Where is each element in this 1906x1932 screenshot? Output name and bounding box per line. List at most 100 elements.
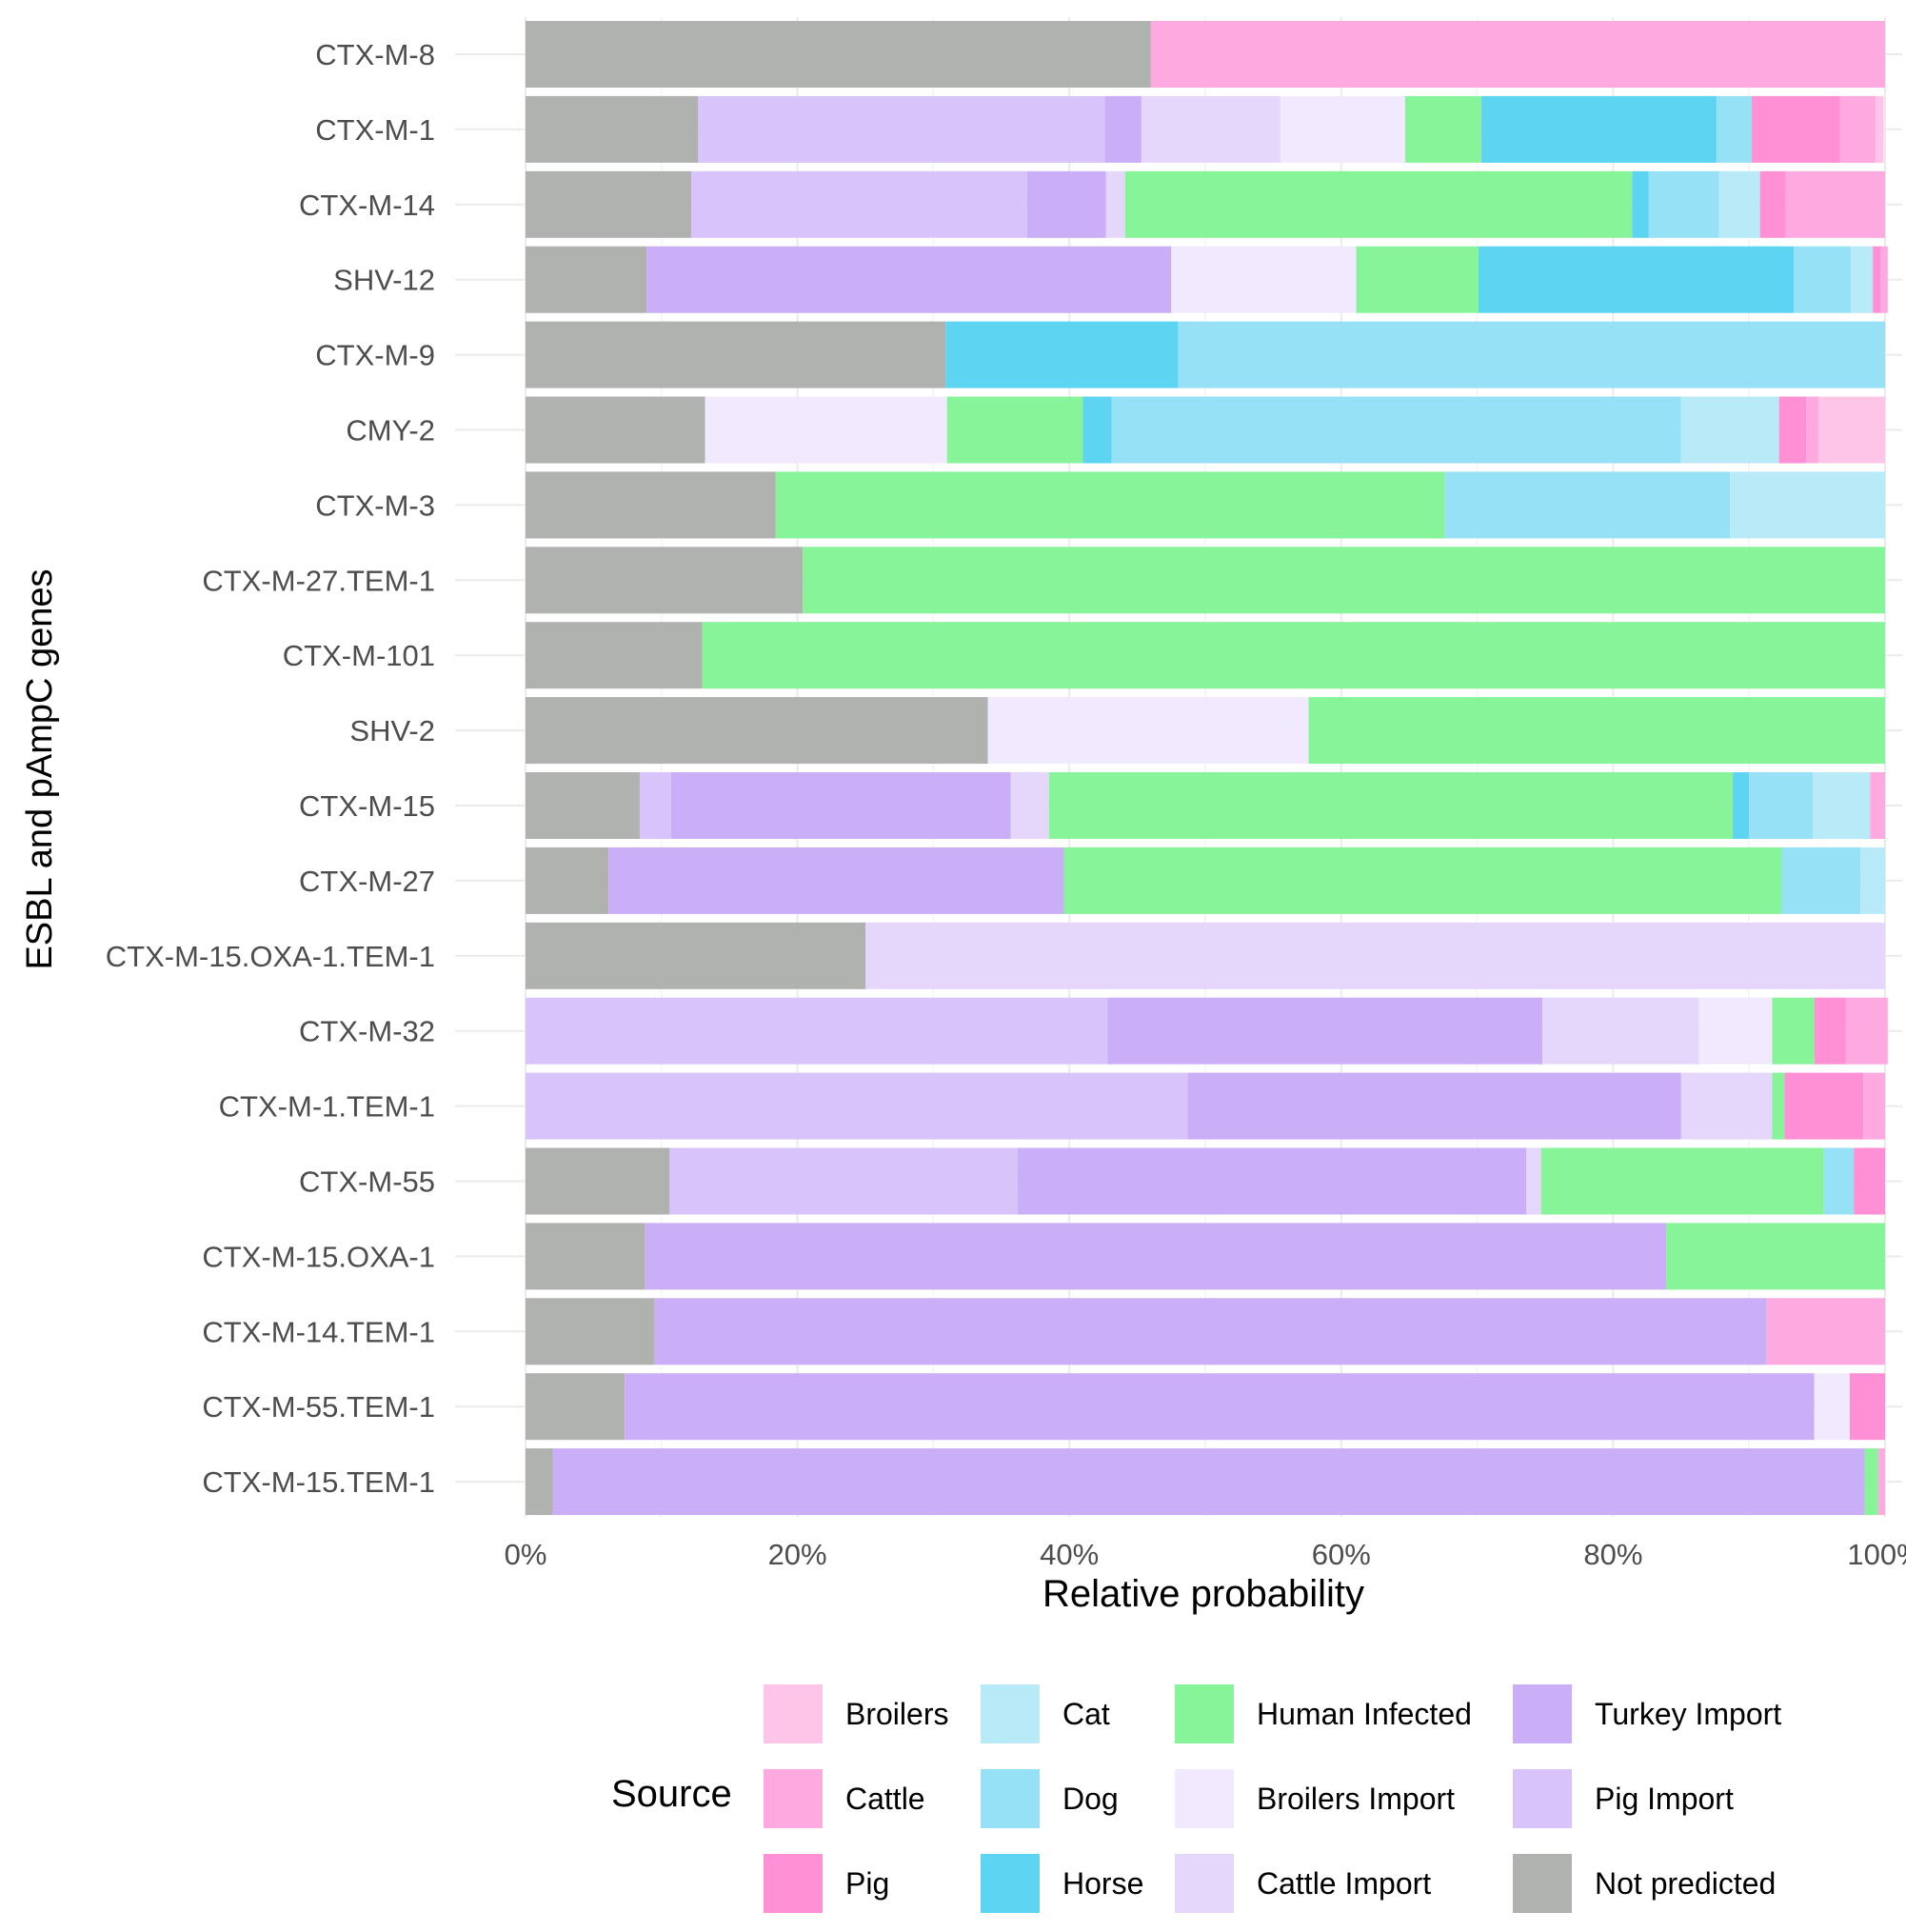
x-tick-label: 40% bbox=[1040, 1538, 1099, 1571]
x-tick-label: 100% bbox=[1847, 1538, 1906, 1571]
legend-item: Dog bbox=[981, 1769, 1119, 1828]
bar-segment bbox=[526, 772, 640, 839]
legend-label: Broilers bbox=[845, 1697, 948, 1731]
bar-segment bbox=[526, 846, 609, 914]
x-tick-labels: 0% 20% 40% 60% 80% 100% bbox=[505, 1538, 1906, 1571]
bar-segment bbox=[1813, 772, 1871, 839]
legend-item: Not predicted bbox=[1513, 1854, 1776, 1913]
bar-row bbox=[526, 321, 1885, 388]
y-tick-label: CTX-M-55.TEM-1 bbox=[202, 1390, 435, 1424]
legend-swatch bbox=[981, 1854, 1040, 1913]
y-tick-label: CTX-M-15.OXA-1.TEM-1 bbox=[106, 940, 435, 973]
bar-segment bbox=[526, 21, 1151, 88]
y-tick-label: CTX-M-14 bbox=[299, 189, 435, 222]
y-tick-label: CTX-M-8 bbox=[315, 38, 435, 71]
bar-segment bbox=[1542, 997, 1699, 1065]
bar-row bbox=[526, 622, 1885, 689]
legend-swatch bbox=[764, 1684, 823, 1743]
legend-swatch bbox=[1175, 1854, 1234, 1913]
bar-segment bbox=[1851, 246, 1874, 313]
bar-segment bbox=[1698, 997, 1773, 1065]
y-tick-label: CTX-M-27.TEM-1 bbox=[202, 564, 435, 597]
bar-segment bbox=[1404, 95, 1481, 163]
y-tick-label: CTX-M-15.OXA-1 bbox=[202, 1240, 435, 1273]
bar-segment bbox=[1141, 95, 1281, 163]
y-tick-label: CTX-M-27 bbox=[299, 865, 435, 898]
legend-swatch bbox=[981, 1769, 1040, 1828]
bar-segment bbox=[865, 922, 1885, 989]
bar-segment bbox=[1104, 95, 1142, 163]
bar-segment bbox=[639, 772, 671, 839]
bar-segment bbox=[1017, 1147, 1527, 1215]
bar-row bbox=[526, 697, 1885, 765]
y-tick-label: CTX-M-55 bbox=[299, 1165, 435, 1199]
bar-row bbox=[526, 846, 1885, 914]
bar-row bbox=[526, 1072, 1885, 1140]
bar-segment bbox=[987, 697, 1309, 765]
bar-segment bbox=[1873, 246, 1881, 313]
bar-row bbox=[526, 772, 1885, 839]
legend-swatch bbox=[1513, 1769, 1572, 1828]
legend-title: Source bbox=[611, 1773, 732, 1815]
bar-segment bbox=[1150, 21, 1885, 88]
bar-row bbox=[526, 1223, 1885, 1290]
bar-segment bbox=[1749, 772, 1814, 839]
bar-segment bbox=[1178, 321, 1885, 388]
bar-row bbox=[526, 1373, 1885, 1441]
legend-label: Broilers Import bbox=[1257, 1782, 1455, 1816]
bar-segment bbox=[1666, 1223, 1885, 1290]
bar-segment bbox=[552, 1448, 1865, 1516]
x-axis-title: Relative probability bbox=[1042, 1573, 1364, 1615]
x-tick-label: 80% bbox=[1583, 1538, 1642, 1571]
bar-segment bbox=[1849, 1373, 1885, 1441]
bar-segment bbox=[526, 396, 705, 464]
bar-segment bbox=[803, 547, 1885, 614]
legend-item: Pig Import bbox=[1513, 1769, 1734, 1828]
bar-row bbox=[526, 471, 1885, 539]
bar-segment bbox=[1845, 997, 1888, 1065]
legend-label: Human Infected bbox=[1257, 1697, 1472, 1731]
legend-item: Pig bbox=[764, 1854, 889, 1913]
bar-segment bbox=[526, 321, 946, 388]
bar-segment bbox=[1784, 1072, 1864, 1140]
bar-segment bbox=[1680, 1072, 1773, 1140]
y-tick-label: SHV-2 bbox=[349, 714, 435, 747]
bar-segment bbox=[1814, 1373, 1850, 1441]
legend-item: Turkey Import bbox=[1513, 1684, 1781, 1743]
legend-item: Cattle Import bbox=[1175, 1854, 1431, 1913]
bar-segment bbox=[1733, 772, 1750, 839]
bar-segment bbox=[945, 321, 1179, 388]
bar-segment bbox=[1877, 1448, 1885, 1516]
bar-segment bbox=[1781, 846, 1861, 914]
bar-segment bbox=[1818, 396, 1885, 464]
bar-segment bbox=[1124, 170, 1633, 238]
legend-label: Cat bbox=[1062, 1697, 1110, 1731]
y-tick-label: CTX-M-1.TEM-1 bbox=[219, 1090, 435, 1124]
bar-segment bbox=[646, 246, 1172, 313]
bar-segment bbox=[1718, 170, 1760, 238]
bar-segment bbox=[526, 471, 776, 539]
legend-label: Turkey Import bbox=[1595, 1697, 1781, 1731]
bar-segment bbox=[1082, 396, 1112, 464]
legend-label: Not predicted bbox=[1595, 1866, 1776, 1901]
bar-segment bbox=[705, 396, 947, 464]
bar-row bbox=[526, 396, 1885, 464]
bar-segment bbox=[526, 1223, 645, 1290]
legend-label: Cattle bbox=[845, 1782, 925, 1816]
bar-segment bbox=[526, 547, 804, 614]
bar-segment bbox=[1444, 471, 1731, 539]
bar-segment bbox=[1752, 95, 1840, 163]
y-tick-label: CTX-M-101 bbox=[283, 639, 435, 672]
legend-swatch bbox=[764, 1769, 823, 1828]
bar-segment bbox=[946, 396, 1083, 464]
bar-segment bbox=[1010, 772, 1049, 839]
y-tick-label: CTX-M-3 bbox=[315, 488, 435, 522]
legend: Source Broilers Cattle Pig Cat Dog Horse Human… bbox=[611, 1684, 1781, 1913]
legend-swatch bbox=[1513, 1854, 1572, 1913]
x-tick-label: 20% bbox=[768, 1538, 827, 1571]
bar-row bbox=[526, 21, 1885, 88]
legend-item: Broilers bbox=[764, 1684, 948, 1743]
bar-row bbox=[526, 922, 1885, 989]
y-tick-label: CTX-M-1 bbox=[315, 113, 435, 147]
